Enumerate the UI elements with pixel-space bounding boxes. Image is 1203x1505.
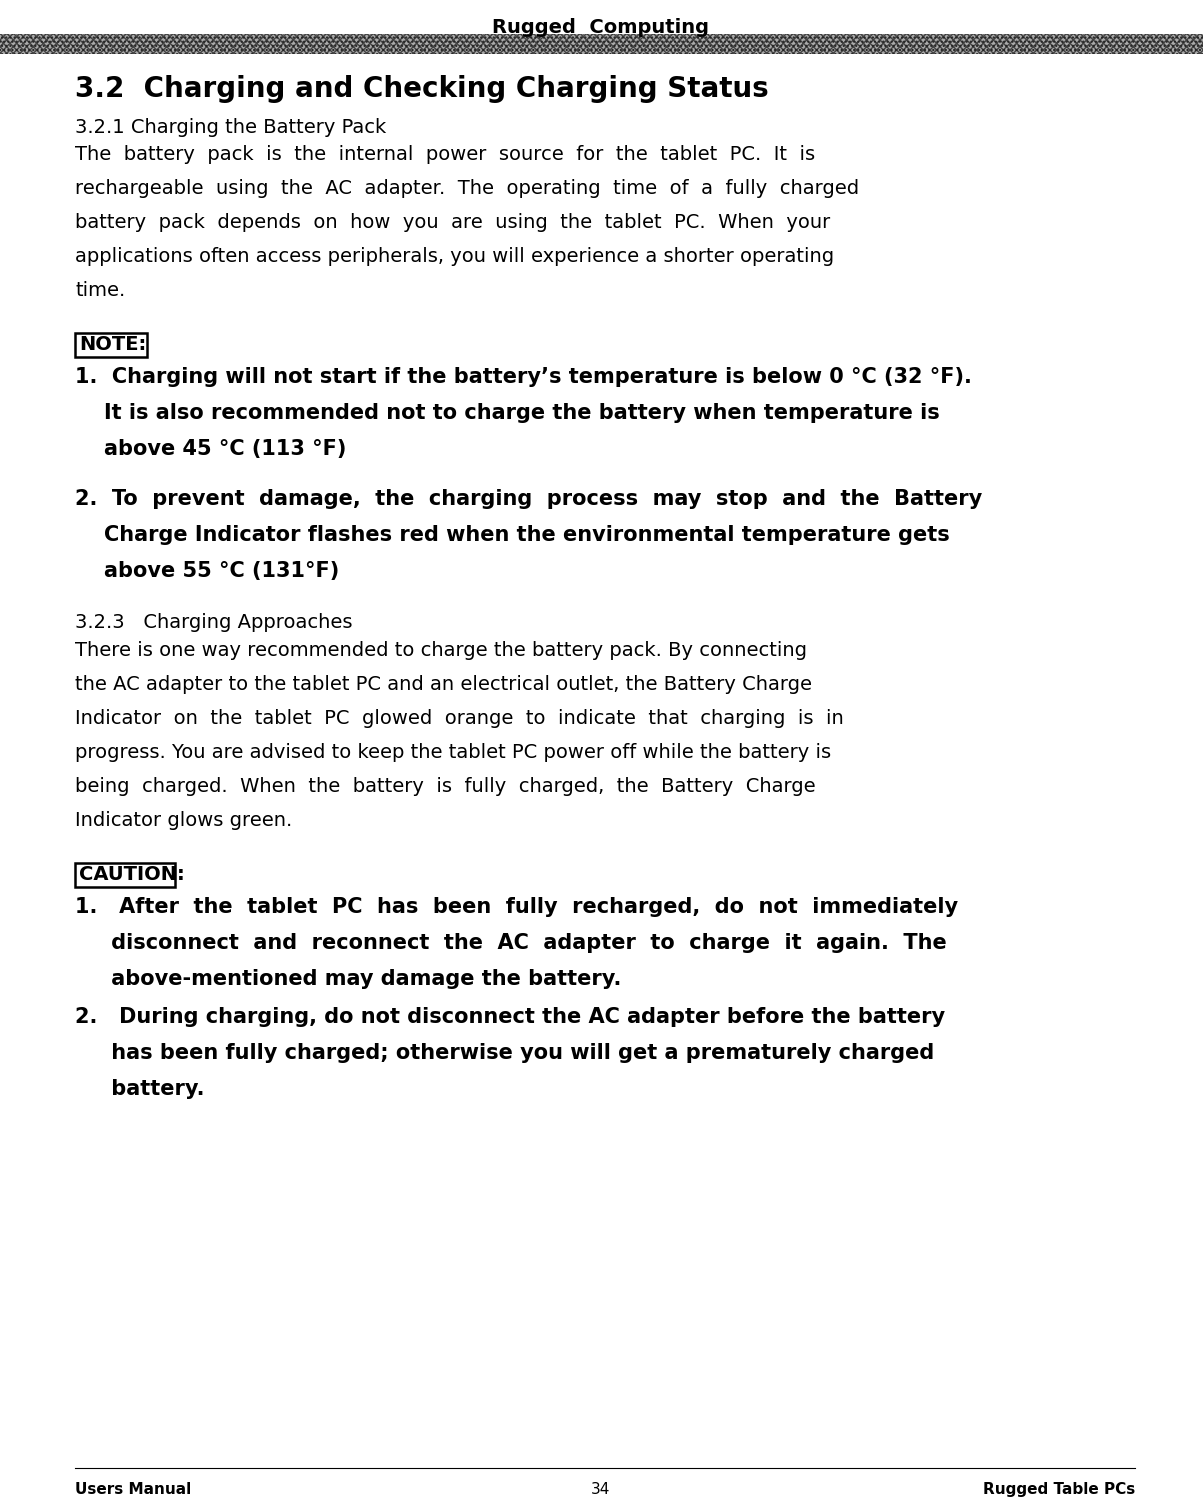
Text: time.: time.	[75, 281, 125, 299]
Text: 3.2.3   Charging Approaches: 3.2.3 Charging Approaches	[75, 613, 352, 632]
Text: Users Manual: Users Manual	[75, 1482, 191, 1497]
Text: Rugged Table PCs: Rugged Table PCs	[983, 1482, 1134, 1497]
Text: It is also recommended not to charge the battery when temperature is: It is also recommended not to charge the…	[75, 403, 940, 423]
Text: progress. You are advised to keep the tablet PC power off while the battery is: progress. You are advised to keep the ta…	[75, 743, 831, 762]
Text: CAUTION:: CAUTION:	[79, 865, 185, 883]
Text: 34: 34	[592, 1482, 611, 1497]
Text: battery.: battery.	[75, 1079, 205, 1099]
Text: rechargeable  using  the  AC  adapter.  The  operating  time  of  a  fully  char: rechargeable using the AC adapter. The o…	[75, 179, 859, 199]
Text: being  charged.  When  the  battery  is  fully  charged,  the  Battery  Charge: being charged. When the battery is fully…	[75, 777, 816, 796]
Text: above 55 °C (131°F): above 55 °C (131°F)	[75, 561, 339, 581]
Text: 3.2.1 Charging the Battery Pack: 3.2.1 Charging the Battery Pack	[75, 117, 386, 137]
Text: 2.  To  prevent  damage,  the  charging  process  may  stop  and  the  Battery: 2. To prevent damage, the charging proce…	[75, 489, 983, 509]
Text: 1.  Charging will not start if the battery’s temperature is below 0 °C (32 °F).: 1. Charging will not start if the batter…	[75, 367, 972, 387]
Text: There is one way recommended to charge the battery pack. By connecting: There is one way recommended to charge t…	[75, 641, 807, 661]
Bar	[0, 35, 1203, 54]
Text: 3.2  Charging and Checking Charging Status: 3.2 Charging and Checking Charging Statu…	[75, 75, 769, 102]
Text: disconnect  and  reconnect  the  AC  adapter  to  charge  it  again.  The: disconnect and reconnect the AC adapter …	[75, 933, 947, 953]
Bar	[75, 333, 147, 357]
Text: 2.   During charging, do not disconnect the AC adapter before the battery: 2. During charging, do not disconnect th…	[75, 1007, 946, 1026]
Text: Indicator  on  the  tablet  PC  glowed  orange  to  indicate  that  charging  is: Indicator on the tablet PC glowed orange…	[75, 709, 843, 728]
Text: The  battery  pack  is  the  internal  power  source  for  the  tablet  PC.  It : The battery pack is the internal power s…	[75, 144, 816, 164]
Text: battery  pack  depends  on  how  you  are  using  the  tablet  PC.  When  your: battery pack depends on how you are usin…	[75, 214, 830, 232]
Text: above-mentioned may damage the battery.: above-mentioned may damage the battery.	[75, 969, 622, 989]
Bar	[0, 35, 1203, 54]
Text: Rugged  Computing: Rugged Computing	[492, 18, 710, 38]
Text: 1.   After  the  tablet  PC  has  been  fully  recharged,  do  not  immediately: 1. After the tablet PC has been fully re…	[75, 897, 958, 917]
Text: has been fully charged; otherwise you will get a prematurely charged: has been fully charged; otherwise you wi…	[75, 1043, 935, 1063]
Bar	[75, 862, 174, 886]
Text: NOTE:: NOTE:	[79, 336, 147, 354]
Text: applications often access peripherals, you will experience a shorter operating: applications often access peripherals, y…	[75, 247, 834, 266]
Text: Charge Indicator flashes red when the environmental temperature gets: Charge Indicator flashes red when the en…	[75, 525, 949, 545]
Text: Indicator glows green.: Indicator glows green.	[75, 811, 292, 829]
Text: the AC adapter to the tablet PC and an electrical outlet, the Battery Charge: the AC adapter to the tablet PC and an e…	[75, 676, 812, 694]
Text: above 45 °C (113 °F): above 45 °C (113 °F)	[75, 439, 346, 459]
